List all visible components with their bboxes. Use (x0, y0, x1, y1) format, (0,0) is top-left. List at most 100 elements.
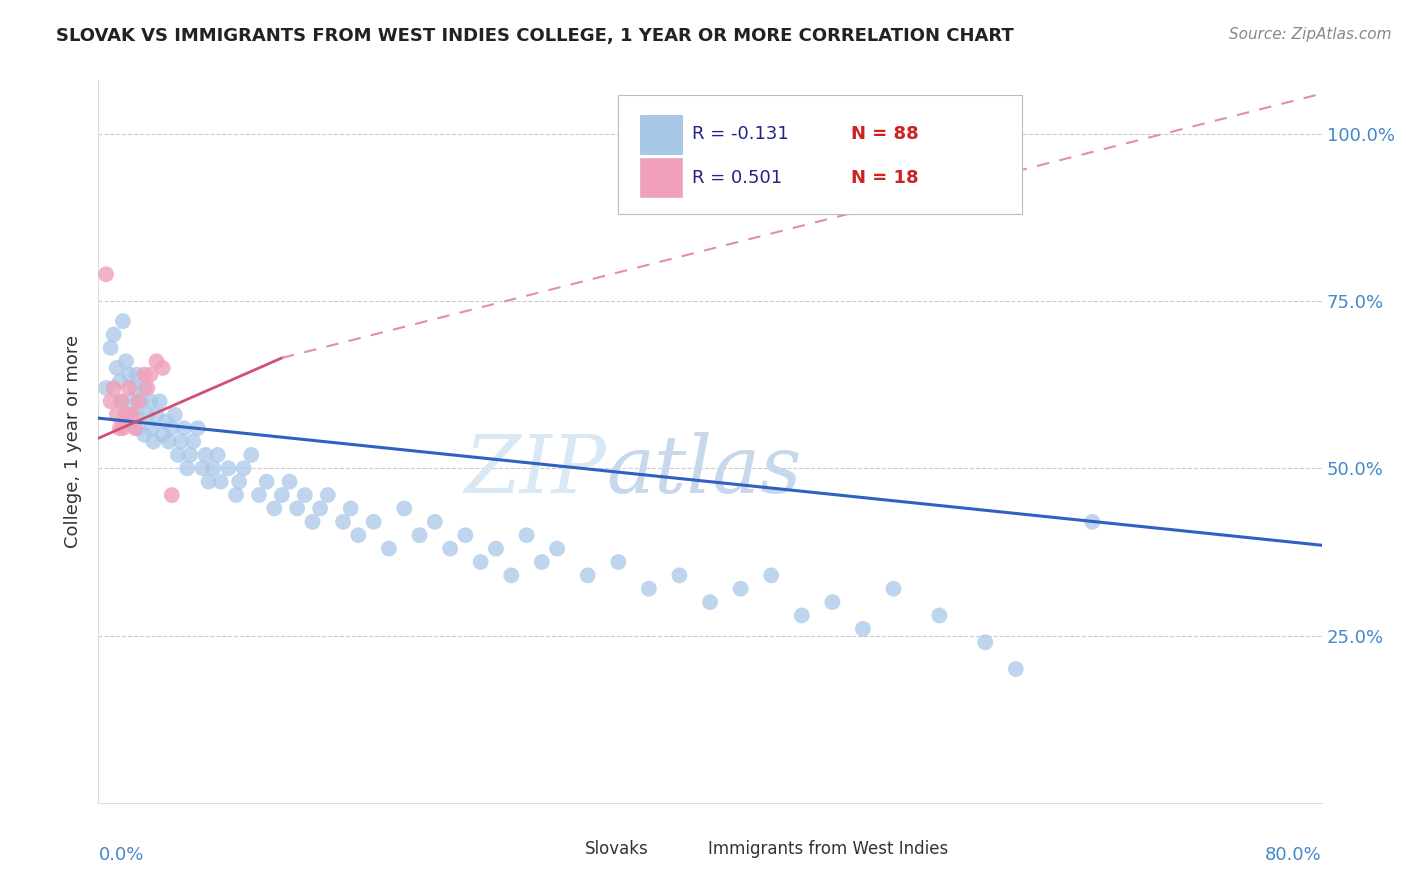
Point (790, 608, 813, 623)
Point (152, 427, 174, 442)
Point (759, 568, 782, 582)
Text: 80.0%: 80.0% (1265, 847, 1322, 864)
Point (668, 568, 690, 582)
Text: R = -0.131: R = -0.131 (692, 126, 789, 144)
Point (134, 381, 156, 395)
Point (202, 461, 225, 475)
Point (134, 368, 156, 382)
Point (170, 434, 193, 449)
Text: Slovaks: Slovaks (585, 840, 650, 858)
Point (167, 448, 190, 462)
Point (197, 475, 219, 489)
Point (118, 381, 141, 395)
Point (278, 475, 301, 489)
Point (100, 341, 122, 355)
Point (152, 361, 174, 376)
Point (883, 582, 905, 596)
Y-axis label: College, 1 year or more: College, 1 year or more (65, 335, 83, 548)
Point (301, 515, 323, 529)
Point (155, 414, 177, 429)
Point (217, 461, 239, 475)
FancyBboxPatch shape (671, 836, 703, 862)
Point (145, 354, 167, 368)
Point (134, 427, 156, 442)
Text: atlas: atlas (606, 432, 801, 509)
Point (470, 555, 492, 569)
Point (108, 375, 131, 389)
Point (127, 394, 149, 409)
Text: SLOVAK VS IMMIGRANTS FROM WEST INDIES COLLEGE, 1 YEAR OR MORE CORRELATION CHART: SLOVAK VS IMMIGRANTS FROM WEST INDIES CO… (56, 27, 1014, 45)
Text: Immigrants from West Indies: Immigrants from West Indies (707, 840, 948, 858)
Text: R = 0.501: R = 0.501 (692, 169, 782, 186)
Point (294, 488, 316, 502)
Point (105, 361, 128, 376)
Point (136, 381, 159, 395)
Point (176, 461, 198, 475)
Point (103, 381, 125, 395)
Point (163, 408, 186, 422)
FancyBboxPatch shape (619, 95, 1022, 214)
Point (115, 354, 138, 368)
Point (1081, 515, 1104, 529)
Point (105, 408, 128, 422)
Point (637, 582, 661, 596)
Point (127, 421, 149, 435)
Point (207, 448, 229, 462)
Point (530, 555, 553, 569)
Point (187, 421, 209, 435)
Point (157, 434, 180, 449)
Point (110, 394, 132, 409)
Point (103, 327, 125, 342)
Point (121, 394, 143, 409)
Point (118, 408, 141, 422)
Point (699, 595, 721, 609)
Point (270, 488, 292, 502)
Point (209, 475, 232, 489)
Point (607, 555, 630, 569)
Point (392, 501, 416, 516)
Point (181, 434, 204, 449)
Point (454, 528, 477, 542)
Point (124, 421, 146, 435)
Point (125, 408, 148, 422)
Point (256, 475, 278, 489)
Point (263, 501, 285, 516)
Point (145, 408, 167, 422)
Point (173, 421, 195, 435)
Point (285, 501, 308, 516)
Point (576, 568, 599, 582)
Point (125, 368, 148, 382)
Point (108, 421, 131, 435)
Point (247, 488, 270, 502)
Point (139, 368, 162, 382)
Point (111, 314, 134, 328)
Point (316, 488, 339, 502)
Point (100, 394, 122, 409)
Point (240, 448, 263, 462)
Point (852, 622, 875, 636)
Point (1004, 662, 1026, 676)
Text: 0.0%: 0.0% (98, 847, 143, 864)
Point (821, 595, 844, 609)
Point (118, 368, 141, 382)
Point (194, 448, 217, 462)
Point (408, 528, 430, 542)
Point (111, 421, 134, 435)
FancyBboxPatch shape (640, 158, 682, 197)
Point (160, 421, 183, 435)
Point (309, 501, 332, 516)
Point (225, 488, 247, 502)
Point (121, 408, 143, 422)
Point (160, 488, 183, 502)
Text: ZIP: ZIP (464, 432, 606, 509)
Point (179, 448, 201, 462)
Point (136, 408, 159, 422)
Point (423, 515, 446, 529)
Point (516, 528, 538, 542)
Text: N = 18: N = 18 (851, 169, 918, 186)
Text: N = 88: N = 88 (851, 126, 918, 144)
Text: Source: ZipAtlas.com: Source: ZipAtlas.com (1229, 27, 1392, 42)
Point (339, 501, 361, 516)
Point (347, 528, 370, 542)
Point (142, 434, 165, 449)
